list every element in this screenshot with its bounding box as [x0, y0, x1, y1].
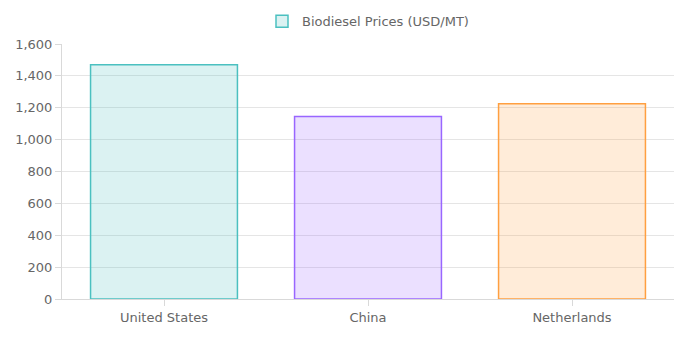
svg-text:200: 200: [28, 260, 53, 275]
svg-text:United States: United States: [120, 310, 208, 325]
svg-text:600: 600: [28, 196, 53, 211]
svg-text:Netherlands: Netherlands: [532, 310, 611, 325]
svg-text:Biodiesel Prices (USD/MT): Biodiesel Prices (USD/MT): [302, 14, 469, 29]
svg-text:1,000: 1,000: [15, 132, 52, 147]
svg-text:400: 400: [28, 228, 53, 243]
svg-text:1,200: 1,200: [15, 100, 52, 115]
svg-text:800: 800: [28, 164, 53, 179]
svg-text:0: 0: [44, 292, 52, 307]
svg-text:1,600: 1,600: [15, 37, 52, 52]
svg-text:1,400: 1,400: [15, 68, 52, 83]
svg-text:China: China: [349, 310, 386, 325]
